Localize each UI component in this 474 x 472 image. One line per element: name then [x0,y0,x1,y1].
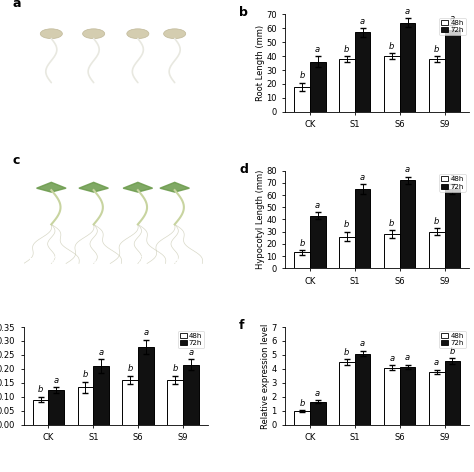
Bar [167,380,183,425]
Y-axis label: Hypocotyl Length (mm): Hypocotyl Length (mm) [256,170,265,269]
Text: d: d [239,163,248,176]
Bar [355,32,371,112]
Bar [400,180,415,269]
Bar [294,87,310,112]
Text: b: b [239,6,248,19]
Bar [339,236,355,269]
Text: a: a [450,173,455,182]
Y-axis label: Root Length (mm): Root Length (mm) [256,25,265,101]
Text: S6: S6 [133,256,143,265]
Bar [48,390,64,425]
Text: a: a [315,201,320,210]
Text: b: b [128,364,133,373]
Text: a: a [360,173,365,182]
Text: b: b [299,71,305,80]
Text: a: a [389,354,394,363]
Bar [93,366,109,425]
Bar [294,253,310,269]
Bar [429,372,445,425]
Bar [339,362,355,425]
Bar [355,189,371,269]
Polygon shape [160,182,190,192]
Text: S9: S9 [170,98,180,107]
Text: b: b [450,347,455,356]
Bar [294,411,310,425]
Legend: 48h, 72h: 48h, 72h [439,174,466,192]
Bar [33,400,48,425]
Bar [384,234,400,269]
Bar [445,189,460,269]
Text: b: b [299,238,305,248]
Legend: 48h, 72h: 48h, 72h [439,330,466,348]
Text: S1: S1 [89,256,99,265]
Text: f: f [239,319,245,332]
Bar [310,216,326,269]
Bar [78,387,93,425]
Bar [355,354,371,425]
Text: b: b [299,399,305,408]
Text: b: b [344,220,350,229]
Ellipse shape [82,29,105,39]
Text: a: a [13,0,21,10]
Bar [183,365,199,425]
Bar [384,56,400,112]
Text: S1: S1 [89,98,99,107]
Text: a: a [450,14,455,23]
Text: a: a [360,17,365,25]
Text: a: a [405,7,410,16]
Text: b: b [389,219,394,228]
Bar [138,346,154,425]
Bar [400,23,415,112]
Text: S6: S6 [133,98,143,107]
Polygon shape [79,182,109,192]
Text: b: b [173,364,178,373]
Bar [400,367,415,425]
Text: b: b [83,370,88,379]
Text: a: a [360,339,365,348]
Text: b: b [344,45,350,54]
Text: b: b [389,42,394,51]
Bar [310,62,326,112]
Polygon shape [36,182,66,192]
Text: b: b [434,217,439,226]
Text: a: a [188,348,193,357]
Bar [310,402,326,425]
Text: b: b [38,386,43,395]
Bar [445,361,460,425]
Ellipse shape [40,29,63,39]
Text: a: a [405,354,410,362]
Text: CK: CK [46,256,56,265]
Text: a: a [315,45,320,54]
Bar [384,368,400,425]
Text: c: c [13,154,20,167]
Text: a: a [144,328,149,337]
Legend: 48h, 72h: 48h, 72h [439,17,466,35]
Text: b: b [344,348,350,357]
Text: a: a [54,376,59,385]
Y-axis label: Relative expression level: Relative expression level [261,323,270,429]
Text: a: a [434,358,439,367]
Polygon shape [123,182,153,192]
Ellipse shape [127,29,149,39]
Text: S9: S9 [170,256,180,265]
Text: a: a [315,389,320,398]
Bar [445,30,460,112]
Bar [339,59,355,112]
Bar [429,59,445,112]
Text: a: a [405,165,410,174]
Bar [122,380,138,425]
Text: a: a [99,348,104,357]
Text: CK: CK [46,98,56,107]
Text: b: b [434,45,439,54]
Ellipse shape [164,29,186,39]
Bar [429,232,445,269]
Legend: 48h, 72h: 48h, 72h [178,330,204,348]
